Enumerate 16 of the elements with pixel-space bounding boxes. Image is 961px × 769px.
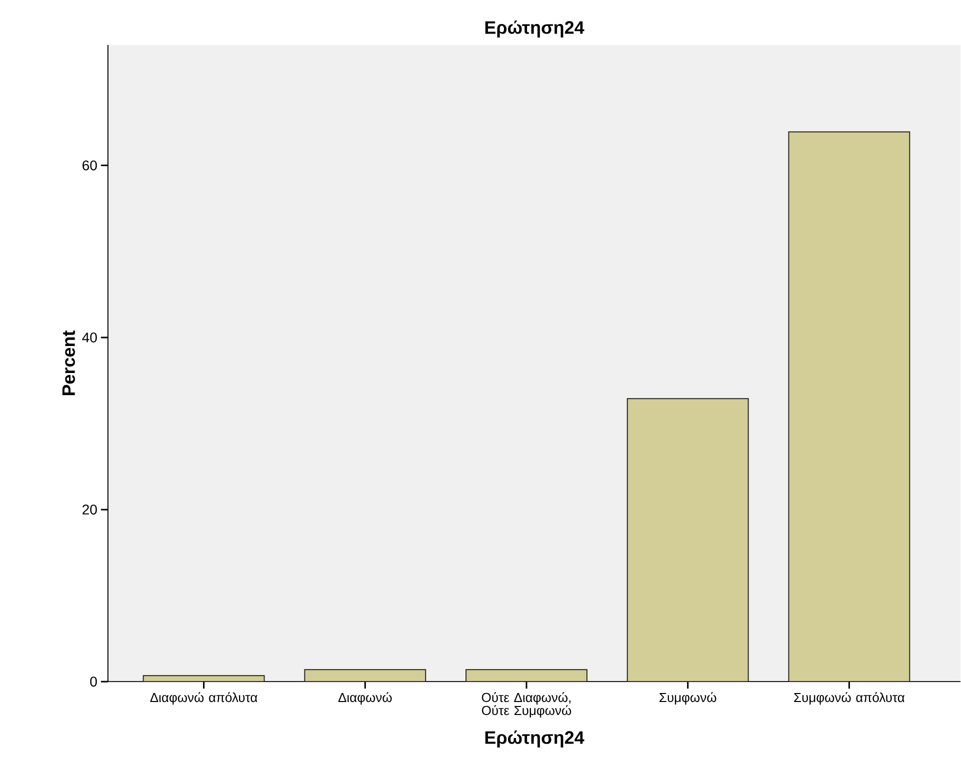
bar bbox=[304, 670, 426, 682]
bar bbox=[466, 670, 587, 682]
chart-title: Ερώτηση24 bbox=[485, 20, 584, 38]
y-tick-label: 40 bbox=[82, 332, 97, 343]
x-tick-label: Διαφωνώ bbox=[338, 692, 392, 705]
y-tick-label: 20 bbox=[82, 504, 97, 515]
y-tick-label: 0 bbox=[90, 676, 97, 687]
x-tick-label: Συμφωνώ απόλυτα bbox=[794, 692, 904, 705]
x-tick-label: Συμφωνώ bbox=[660, 692, 716, 705]
x-tick-label: Διαφωνώ απόλυτα bbox=[150, 692, 258, 705]
x-tick-label: Ούτε Διαφωνώ, Ούτε Συμφωνώ bbox=[482, 692, 572, 718]
y-tick-label: 60 bbox=[82, 160, 97, 171]
bar bbox=[626, 398, 749, 682]
y-axis-title: Percent bbox=[62, 330, 75, 396]
bar bbox=[788, 132, 910, 682]
x-axis-title: Ερώτηση24 bbox=[485, 730, 584, 748]
